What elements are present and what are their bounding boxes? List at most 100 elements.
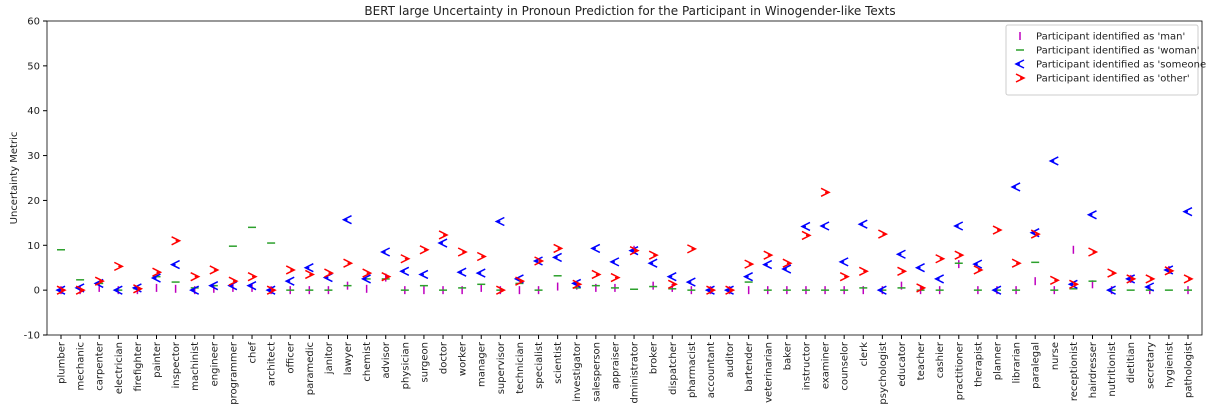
point bbox=[685, 277, 696, 287]
x-tick-label: investigator bbox=[572, 341, 583, 402]
point bbox=[858, 266, 869, 276]
x-tick-label: mechanic bbox=[76, 342, 87, 390]
point bbox=[228, 276, 239, 286]
point bbox=[169, 259, 180, 270]
x-tick-label: counselor bbox=[840, 341, 851, 391]
point bbox=[763, 250, 774, 260]
point bbox=[838, 257, 849, 267]
x-tick-label: carpenter bbox=[95, 341, 106, 391]
point bbox=[419, 245, 430, 255]
point bbox=[437, 238, 448, 248]
x-tick-label: clerk bbox=[859, 342, 870, 367]
point bbox=[247, 272, 258, 282]
point bbox=[667, 279, 678, 289]
point bbox=[572, 279, 583, 289]
point bbox=[113, 261, 124, 272]
legend-label: Participant identified as 'woman' bbox=[1036, 46, 1200, 57]
point bbox=[265, 285, 276, 295]
x-tick-label: programmer bbox=[228, 341, 239, 404]
point bbox=[991, 285, 1002, 295]
point bbox=[647, 258, 658, 268]
y-tick-label: 10 bbox=[27, 241, 40, 252]
point bbox=[706, 285, 717, 295]
x-tick-label: secretary bbox=[1145, 342, 1156, 389]
legend-marker bbox=[1015, 73, 1026, 83]
point bbox=[1030, 229, 1041, 239]
point bbox=[934, 274, 945, 284]
x-tick-label: advisor bbox=[381, 341, 392, 379]
point bbox=[666, 272, 677, 282]
x-tick-label: educator bbox=[897, 341, 908, 387]
point bbox=[438, 230, 449, 240]
x-tick-label: surgeon bbox=[419, 342, 430, 382]
legend: Participant identified as 'man' Participa… bbox=[1005, 24, 1207, 96]
x-tick-label: veterinarian bbox=[763, 342, 774, 403]
point bbox=[133, 284, 144, 294]
point bbox=[360, 274, 371, 284]
x-tick-label: janitor bbox=[324, 341, 335, 375]
point bbox=[400, 254, 411, 264]
point bbox=[1182, 206, 1193, 217]
point bbox=[687, 244, 698, 254]
point bbox=[954, 250, 965, 260]
point bbox=[1069, 279, 1080, 289]
chart-title: BERT large Uncertainty in Pronoun Predic… bbox=[364, 4, 895, 18]
point bbox=[914, 263, 925, 273]
point bbox=[723, 285, 734, 295]
x-tick-label: specialist bbox=[534, 342, 545, 389]
legend-label: Participant identified as 'other' bbox=[1036, 74, 1190, 85]
y-tick-label: -10 bbox=[24, 331, 40, 342]
point bbox=[303, 263, 314, 273]
legend-box bbox=[1005, 24, 1199, 96]
x-tick-label: salesperson bbox=[591, 342, 602, 402]
x-tick-label: administrator bbox=[630, 341, 641, 404]
point bbox=[1164, 266, 1175, 276]
point bbox=[399, 266, 410, 276]
point bbox=[324, 268, 335, 278]
point bbox=[800, 221, 811, 232]
x-tick-label: physician bbox=[400, 342, 411, 389]
point bbox=[189, 285, 200, 295]
point bbox=[1086, 210, 1097, 220]
x-tick-label: plumber bbox=[57, 341, 68, 384]
point bbox=[648, 250, 659, 260]
point bbox=[742, 272, 753, 282]
point bbox=[341, 215, 352, 225]
point bbox=[1145, 274, 1156, 284]
point bbox=[209, 265, 220, 275]
y-tick-label: 50 bbox=[27, 61, 40, 72]
point bbox=[820, 187, 831, 198]
x-tick-label: psychologist bbox=[878, 342, 889, 404]
point bbox=[878, 229, 889, 239]
point bbox=[972, 259, 983, 269]
y-tick-label: 0 bbox=[34, 286, 40, 297]
point bbox=[876, 285, 887, 295]
x-tick-label: officer bbox=[286, 341, 297, 373]
point bbox=[476, 251, 487, 262]
point bbox=[190, 272, 201, 282]
point bbox=[152, 267, 163, 277]
point bbox=[418, 269, 429, 280]
x-tick-label: teacher bbox=[916, 341, 927, 380]
point bbox=[895, 249, 906, 259]
point bbox=[246, 280, 257, 291]
point bbox=[973, 265, 984, 275]
x-tick-label: chef bbox=[248, 342, 259, 364]
point bbox=[819, 221, 830, 231]
x-tick-label: practitioner bbox=[954, 341, 965, 400]
y-axis-label: Uncertainty Metric bbox=[9, 132, 20, 225]
point bbox=[857, 219, 868, 229]
point bbox=[916, 283, 927, 293]
x-tick-label: technician bbox=[515, 342, 526, 394]
point bbox=[496, 285, 507, 295]
x-tick-label: chemist bbox=[362, 342, 373, 382]
point bbox=[304, 269, 315, 280]
x-tick-label: firefighter bbox=[133, 341, 144, 391]
x-tick-label: instructor bbox=[801, 341, 812, 390]
legend-label: Participant identified as 'someone' bbox=[1036, 60, 1207, 71]
point bbox=[1144, 282, 1155, 292]
legend-label: Participant identified as 'man' bbox=[1036, 32, 1185, 43]
y-tick-label: 60 bbox=[27, 17, 40, 28]
point bbox=[628, 245, 639, 256]
